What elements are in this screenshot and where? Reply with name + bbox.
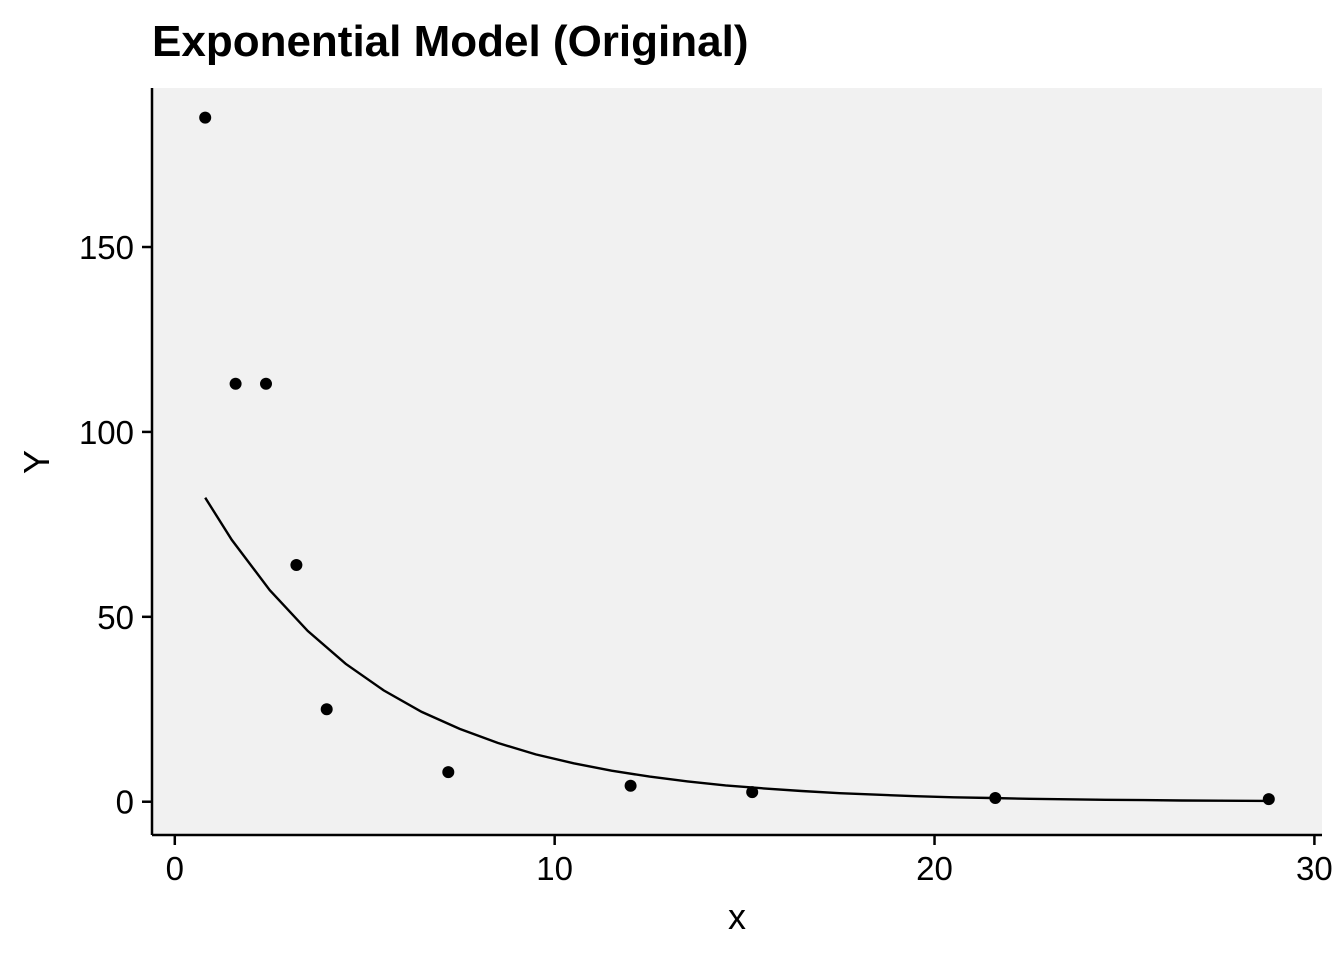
y-tick-label: 0	[116, 784, 134, 821]
chart-title: Exponential Model (Original)	[152, 17, 748, 66]
data-point	[1262, 793, 1275, 806]
x-tick-label: 10	[536, 850, 573, 887]
points-layer	[199, 111, 1275, 806]
x-tick-label: 0	[166, 850, 184, 887]
y-tick-label: 150	[79, 229, 134, 266]
data-point	[442, 766, 455, 779]
x-tick-label: 20	[916, 850, 953, 887]
data-point	[746, 786, 759, 799]
y-tick-label: 100	[79, 414, 134, 451]
y-tick-label: 50	[97, 599, 134, 636]
x-axis-ticks: 0 10 20 30	[166, 835, 1333, 887]
y-axis-ticks: 0 50 100 150	[79, 229, 152, 821]
data-point	[229, 377, 242, 390]
x-tick-label: 30	[1296, 850, 1333, 887]
x-axis-label: x	[728, 896, 746, 937]
fitted-curve	[204, 497, 1269, 803]
data-point	[290, 559, 303, 571]
plot-panel	[152, 88, 1322, 835]
data-point	[989, 792, 1002, 804]
data-point	[260, 377, 272, 390]
data-point	[320, 703, 333, 716]
y-axis-label: Y	[16, 450, 57, 474]
data-point	[199, 111, 212, 124]
data-point	[624, 779, 637, 792]
fit-layer	[204, 497, 1269, 803]
